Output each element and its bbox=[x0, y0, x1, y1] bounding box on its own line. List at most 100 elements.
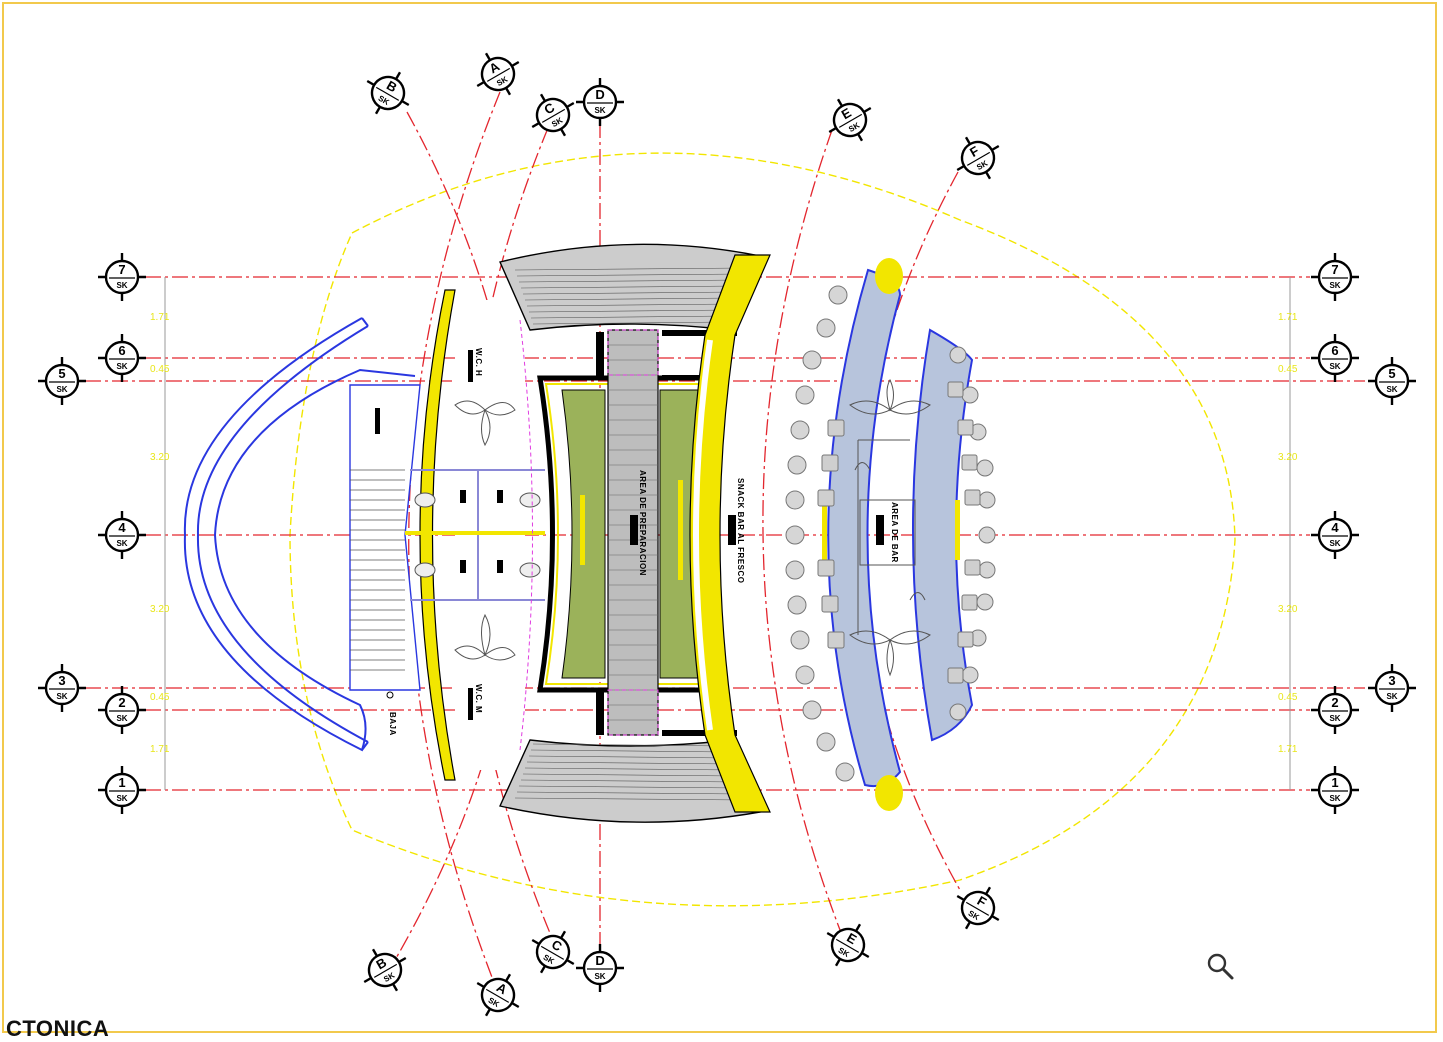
dim-right-2: 0.45 bbox=[1278, 364, 1298, 375]
dim-left-5: 0.45 bbox=[150, 692, 170, 703]
grid-row-bubble-7: 7 SK bbox=[98, 253, 146, 301]
dim-right-3: 3.20 bbox=[1278, 452, 1298, 463]
stair-arrow bbox=[386, 691, 394, 699]
bar-light-bottom bbox=[875, 775, 903, 811]
grid-bubble-sheet: SK bbox=[116, 714, 127, 723]
grid-bubble-sheet: SK bbox=[1329, 539, 1340, 548]
grid-row-bubble-1: 1 SK bbox=[1311, 766, 1359, 814]
garden-marker-left bbox=[580, 495, 585, 565]
bar-counter-outer bbox=[827, 268, 902, 788]
grid-row-bubble-6: 6 SK bbox=[1311, 334, 1359, 382]
grid-bubble-label: 4 bbox=[118, 520, 126, 535]
grid-bubble-label: 5 bbox=[58, 366, 65, 381]
magnifier-icon[interactable] bbox=[1204, 950, 1238, 984]
bar-label-marker bbox=[876, 515, 884, 545]
grid-col-bubble-c: CSK bbox=[531, 930, 575, 974]
grid-bubble-label: 2 bbox=[1331, 695, 1338, 710]
roof-bottom-hatch bbox=[514, 743, 746, 801]
grid-row-bubble-3: 3 SK bbox=[38, 664, 86, 712]
dim-left-2: 0.45 bbox=[150, 364, 170, 375]
bar-counter-inner bbox=[911, 328, 974, 742]
restroom-wall bbox=[419, 289, 456, 781]
grid-row-bubble-5: 5 SK bbox=[38, 357, 86, 405]
grid-bubble-label: 7 bbox=[118, 262, 125, 277]
grid-row-bubble-4: 4 SK bbox=[98, 511, 146, 559]
grid-bubble-label: D bbox=[595, 953, 604, 968]
snack-bar-marker bbox=[728, 515, 736, 545]
entry-canopy bbox=[183, 317, 416, 752]
dim-left-1: 1.71 bbox=[150, 312, 170, 323]
grid-bubble-label: 3 bbox=[1388, 673, 1395, 688]
grid-bubble-sheet: SK bbox=[1329, 794, 1340, 803]
grid-bubble-label: 5 bbox=[1388, 366, 1395, 381]
grid-col-bubble-b: BSK bbox=[363, 948, 407, 992]
site-boundary bbox=[289, 152, 1236, 907]
sheet-caption: CTONICA bbox=[6, 1016, 110, 1041]
grid-row-bubble-3: 3 SK bbox=[1368, 664, 1416, 712]
grid-bubble-label: 7 bbox=[1331, 262, 1338, 277]
dim-left-3: 3.20 bbox=[150, 452, 170, 463]
grid-bubble-label: 1 bbox=[1331, 775, 1338, 790]
grid-row-bubble-7: 7 SK bbox=[1311, 253, 1359, 301]
grid-col-bubble-d: D SK bbox=[576, 944, 624, 992]
fan-bottom bbox=[454, 613, 516, 661]
grid-bubble-sheet: SK bbox=[116, 539, 127, 548]
wc-bottom-label: W.C. M bbox=[474, 684, 483, 713]
grid-col-bubble-a: ASK bbox=[476, 52, 520, 96]
grid-bubble-label: 6 bbox=[118, 343, 125, 358]
bar-fixtures bbox=[849, 378, 931, 677]
grid-bubble-sheet: SK bbox=[594, 972, 605, 981]
bar-light-top bbox=[875, 258, 903, 294]
grid-bubble-sheet: SK bbox=[1386, 692, 1397, 701]
stair-treads bbox=[350, 469, 405, 671]
toilets bbox=[414, 492, 541, 578]
grid-col-bubble-b: BSK bbox=[366, 71, 410, 115]
grid-bubble-sheet: SK bbox=[1329, 714, 1340, 723]
grid-bubble-sheet: SK bbox=[594, 106, 605, 115]
grid-bubble-label: 4 bbox=[1331, 520, 1339, 535]
dim-right-5: 0.45 bbox=[1278, 692, 1298, 703]
stair-marker bbox=[375, 408, 380, 434]
snack-bar-label: SNACK BAR AL FRESCO bbox=[736, 478, 745, 584]
dim-left-4: 3.20 bbox=[150, 604, 170, 615]
grid-bubble-label: 2 bbox=[118, 695, 125, 710]
grid-bubble-label: D bbox=[595, 87, 604, 102]
preparation-hatch bbox=[608, 344, 658, 721]
grid-bubble-label: 6 bbox=[1331, 343, 1338, 358]
stair-label: BAJA bbox=[388, 712, 397, 736]
restroom-inner-line bbox=[519, 319, 533, 751]
bar-seating bbox=[785, 285, 996, 782]
grid-bubble-sheet: SK bbox=[1386, 385, 1397, 394]
bar-wall bbox=[689, 254, 771, 813]
grid-col-bubble-c: CSK bbox=[531, 93, 575, 137]
grid-bubbles: 7SK7SK6SK6SK5SK5SK4SK4SK3SK3SK2SK2SK1SK1… bbox=[38, 52, 1416, 1017]
grid-row-bubble-5: 5 SK bbox=[1368, 357, 1416, 405]
grid-bubble-sheet: SK bbox=[1329, 362, 1340, 371]
grid-bubble-label: 1 bbox=[118, 775, 125, 790]
grid-row-bubble-6: 6 SK bbox=[98, 334, 146, 382]
grid-col-bubble-e: ESK bbox=[826, 923, 870, 967]
bar-marker-right bbox=[955, 500, 960, 560]
grid-row-bubble-2: 2 SK bbox=[98, 686, 146, 734]
grid-bubble-sheet: SK bbox=[116, 794, 127, 803]
grid-col-bubble-d: D SK bbox=[576, 78, 624, 126]
grid-col-bubble-e: ESK bbox=[828, 98, 872, 142]
preparation-label: AREA DE PREPARACION bbox=[638, 470, 647, 576]
grid-row-bubble-2: 2 SK bbox=[1311, 686, 1359, 734]
service-walls bbox=[596, 330, 737, 736]
garden-marker-right bbox=[678, 480, 683, 580]
preparation-marker bbox=[630, 515, 638, 545]
dim-right-6: 1.71 bbox=[1278, 744, 1298, 755]
wc-top-label: W.C. H bbox=[474, 348, 483, 376]
grid-bubble-sheet: SK bbox=[116, 362, 127, 371]
dimension-lines bbox=[164, 277, 1291, 790]
grid-bubble-sheet: SK bbox=[1329, 281, 1340, 290]
dim-right-1: 1.71 bbox=[1278, 312, 1298, 323]
grid-bubble-sheet: SK bbox=[56, 692, 67, 701]
dim-right-4: 3.20 bbox=[1278, 604, 1298, 615]
grid-bubble-label: 3 bbox=[58, 673, 65, 688]
bar-chairs bbox=[817, 381, 981, 684]
grid-bubble-sheet: SK bbox=[56, 385, 67, 394]
